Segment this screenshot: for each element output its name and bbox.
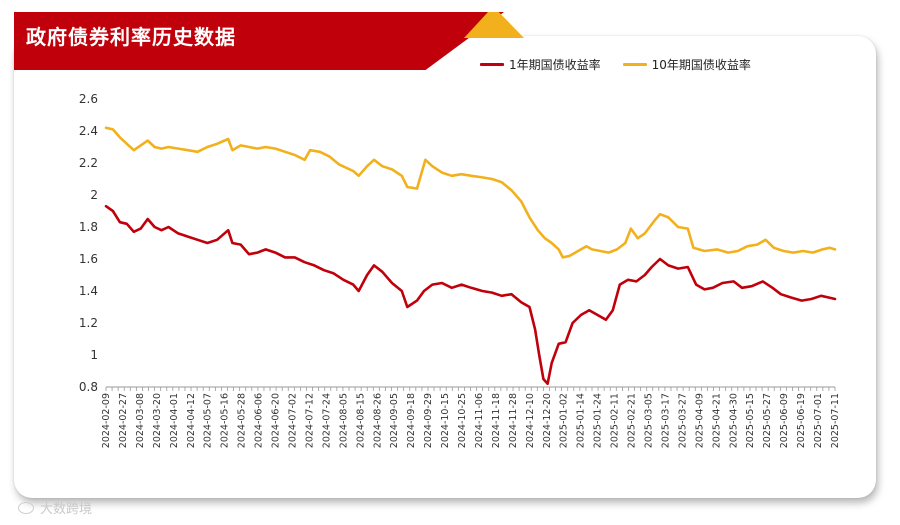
- x-tick-label: 2024-10-15: [440, 393, 451, 448]
- x-tick-label: 2024-03-20: [152, 393, 163, 448]
- chart-card: [14, 36, 876, 498]
- x-tick-label: 2025-02-21: [627, 393, 638, 448]
- y-tick-label: 1.6: [79, 252, 98, 266]
- x-tick-label: 2025-04-21: [711, 393, 722, 448]
- x-tick-label: 2025-05-15: [745, 393, 756, 448]
- y-tick-label: 1.4: [79, 284, 98, 298]
- x-tick-label: 2025-03-27: [677, 393, 688, 448]
- x-tick-label: 2024-05-07: [203, 393, 214, 448]
- legend-swatch-1y: [480, 62, 504, 66]
- x-tick-label: 2024-05-28: [237, 393, 248, 448]
- chart-title: 政府债券利率历史数据: [26, 25, 236, 49]
- y-tick-label: 1.8: [79, 220, 98, 234]
- x-tick-label: 2024-12-10: [525, 393, 536, 448]
- series-line-1y: [104, 204, 837, 386]
- x-tick-label: 2024-09-29: [423, 393, 434, 448]
- x-tick-label: 2025-04-09: [694, 393, 705, 448]
- x-tick-label: 2025-06-09: [779, 393, 790, 448]
- x-tick-label: 2024-06-20: [271, 393, 282, 448]
- watermark-text: 大数跨境: [40, 502, 93, 517]
- y-tick-label: 2.2: [79, 156, 98, 170]
- legend-item-1y[interactable]: 1年期国债收益率: [480, 56, 601, 73]
- x-tick-label: 2025-03-17: [660, 393, 671, 448]
- x-tick-label: 2024-07-24: [321, 393, 332, 448]
- x-tick-label: 2025-01-14: [576, 393, 587, 448]
- x-tick-label: 2024-08-26: [372, 393, 383, 448]
- x-tick-label: 2024-04-12: [186, 393, 197, 448]
- title-banner: [14, 12, 504, 70]
- chart-legend: 1年期国债收益率 10年期国债收益率: [480, 56, 773, 72]
- x-tick-label: 2025-07-01: [813, 393, 824, 448]
- watermark-icon: [18, 501, 34, 514]
- y-tick-label: 1: [90, 348, 98, 362]
- x-tick-label: 2024-03-08: [135, 393, 146, 448]
- x-tick-label: 2025-02-11: [610, 393, 621, 448]
- x-tick-label: 2024-11-06: [474, 393, 485, 448]
- x-tick-label: 2024-11-18: [491, 393, 502, 448]
- y-tick-label: 2: [90, 188, 98, 202]
- x-tick-label: 2024-07-12: [304, 393, 315, 448]
- x-tick-label: 2024-12-20: [542, 393, 553, 448]
- watermark: 大数跨境: [18, 498, 92, 517]
- x-tick-label: 2024-02-09: [101, 393, 112, 448]
- x-tick-label: 2025-01-24: [593, 393, 604, 448]
- x-tick-label: 2024-11-28: [508, 393, 519, 448]
- legend-label-1y: 1年期国债收益率: [509, 57, 601, 72]
- x-tick-label: 2024-08-15: [355, 393, 366, 448]
- x-tick-label: 2025-05-27: [762, 393, 773, 448]
- y-tick-label: 1.2: [79, 316, 98, 330]
- x-tick-label: 2024-09-05: [389, 393, 400, 448]
- x-tick-label: 2024-08-05: [338, 393, 349, 448]
- x-tick-label: 2025-07-11: [830, 393, 841, 448]
- x-tick-label: 2024-09-18: [406, 393, 417, 448]
- y-tick-label: 2.6: [79, 92, 98, 106]
- x-tick-label: 2024-07-02: [287, 393, 298, 448]
- x-tick-label: 2025-06-19: [796, 393, 807, 448]
- x-tick-label: 2025-01-02: [559, 393, 570, 448]
- y-tick-label: 0.8: [79, 380, 98, 394]
- x-tick-label: 2024-06-06: [254, 393, 265, 448]
- legend-label-10y: 10年期国债收益率: [651, 57, 751, 72]
- x-tick-label: 2024-02-27: [118, 393, 129, 448]
- x-tick-label: 2024-04-01: [169, 393, 180, 448]
- x-tick-label: 2025-04-30: [728, 393, 739, 448]
- y-tick-label: 2.4: [79, 124, 98, 138]
- legend-item-10y[interactable]: 10年期国债收益率: [622, 56, 751, 73]
- x-tick-label: 2024-05-16: [220, 393, 231, 448]
- x-tick-label: 2025-03-05: [644, 393, 655, 448]
- x-tick-label: 2024-10-25: [457, 393, 468, 448]
- legend-swatch-10y: [622, 62, 647, 66]
- series-line-10y: [104, 126, 837, 259]
